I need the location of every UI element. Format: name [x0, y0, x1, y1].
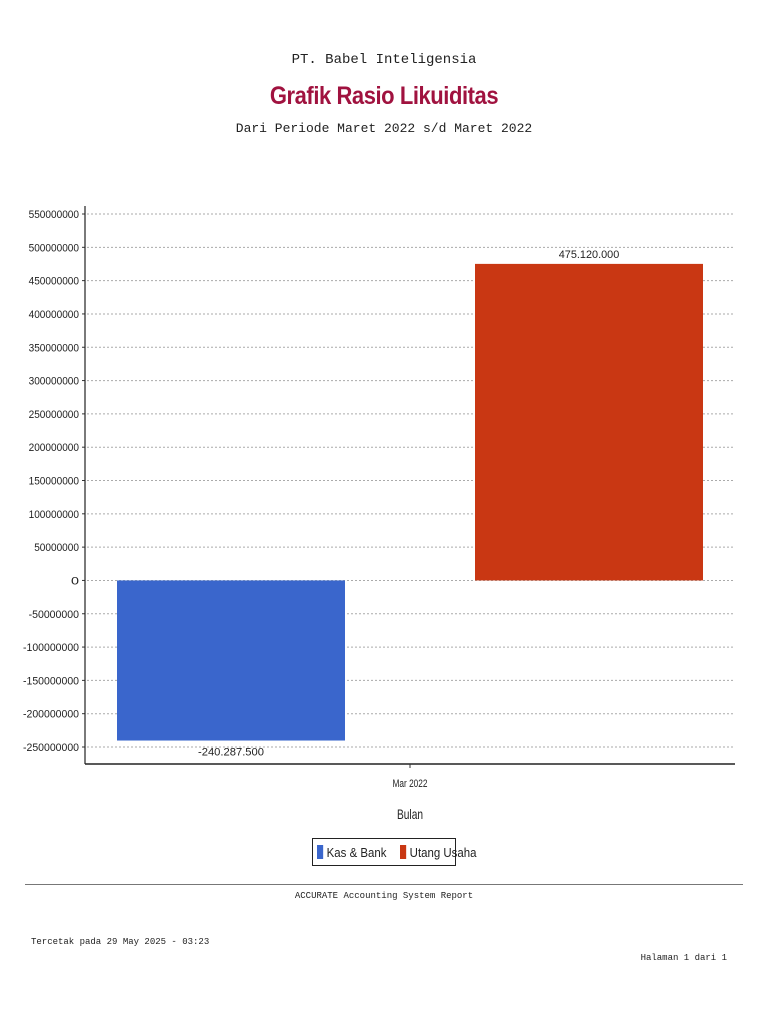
legend-label: Utang Usaha — [409, 844, 477, 860]
y-tick-label: 350000000 — [29, 342, 79, 354]
footer-divider — [25, 884, 743, 885]
y-tick-label: 150000000 — [29, 476, 79, 488]
x-tick-label: Mar 2022 — [393, 778, 428, 790]
page-number: Halaman 1 dari 1 — [640, 953, 727, 963]
legend-item-utang-usaha: Utang Usaha — [399, 844, 477, 860]
report-name: ACCURATE Accounting System Report — [294, 891, 474, 901]
y-tick-label: 200000000 — [29, 442, 79, 454]
data-label: -240.287.500 — [198, 747, 264, 759]
chart-title: Grafik Rasio Likuiditas — [269, 82, 499, 110]
y-tick-label: 50000000 — [34, 542, 79, 554]
bar-chart: 5500000005000000004500000004000000003500… — [23, 206, 735, 822]
y-tick-label: -100000000 — [23, 642, 79, 654]
legend-label: Kas & Bank — [326, 844, 387, 860]
y-tick-label: -200000000 — [23, 709, 79, 721]
y-tick-label: 0 — [71, 575, 79, 587]
bar-utang-usaha — [475, 263, 703, 581]
printed-timestamp: Tercetak pada 29 May 2025 - 03:23 — [31, 937, 210, 947]
legend-swatch-utang-usaha — [399, 845, 407, 859]
y-tick-label: 100000000 — [29, 509, 79, 521]
y-tick-label: 500000000 — [29, 242, 79, 254]
x-axis-title: Bulan — [397, 806, 423, 822]
y-tick-label: 300000000 — [29, 376, 79, 388]
bar-kas-bank — [117, 580, 345, 741]
data-label: 475.120.000 — [559, 249, 620, 261]
y-tick-label: 450000000 — [29, 276, 79, 288]
y-tick-label: 250000000 — [29, 409, 79, 421]
legend-item-kas-bank: Kas & Bank — [317, 845, 386, 860]
y-tick-label: 550000000 — [29, 209, 79, 221]
y-tick-label: 400000000 — [29, 309, 79, 321]
y-tick-label: -250000000 — [23, 742, 79, 754]
y-tick-label: -50000000 — [29, 609, 79, 621]
chart-legend: Kas & Bank Utang Usaha — [312, 838, 476, 866]
y-tick-label: -150000000 — [23, 675, 79, 687]
chart-subtitle: Dari Periode Maret 2022 s/d Maret 2022 — [235, 121, 533, 136]
legend-swatch-kas-bank — [317, 845, 324, 859]
company-name: PT. Babel Inteligensia — [291, 52, 477, 68]
